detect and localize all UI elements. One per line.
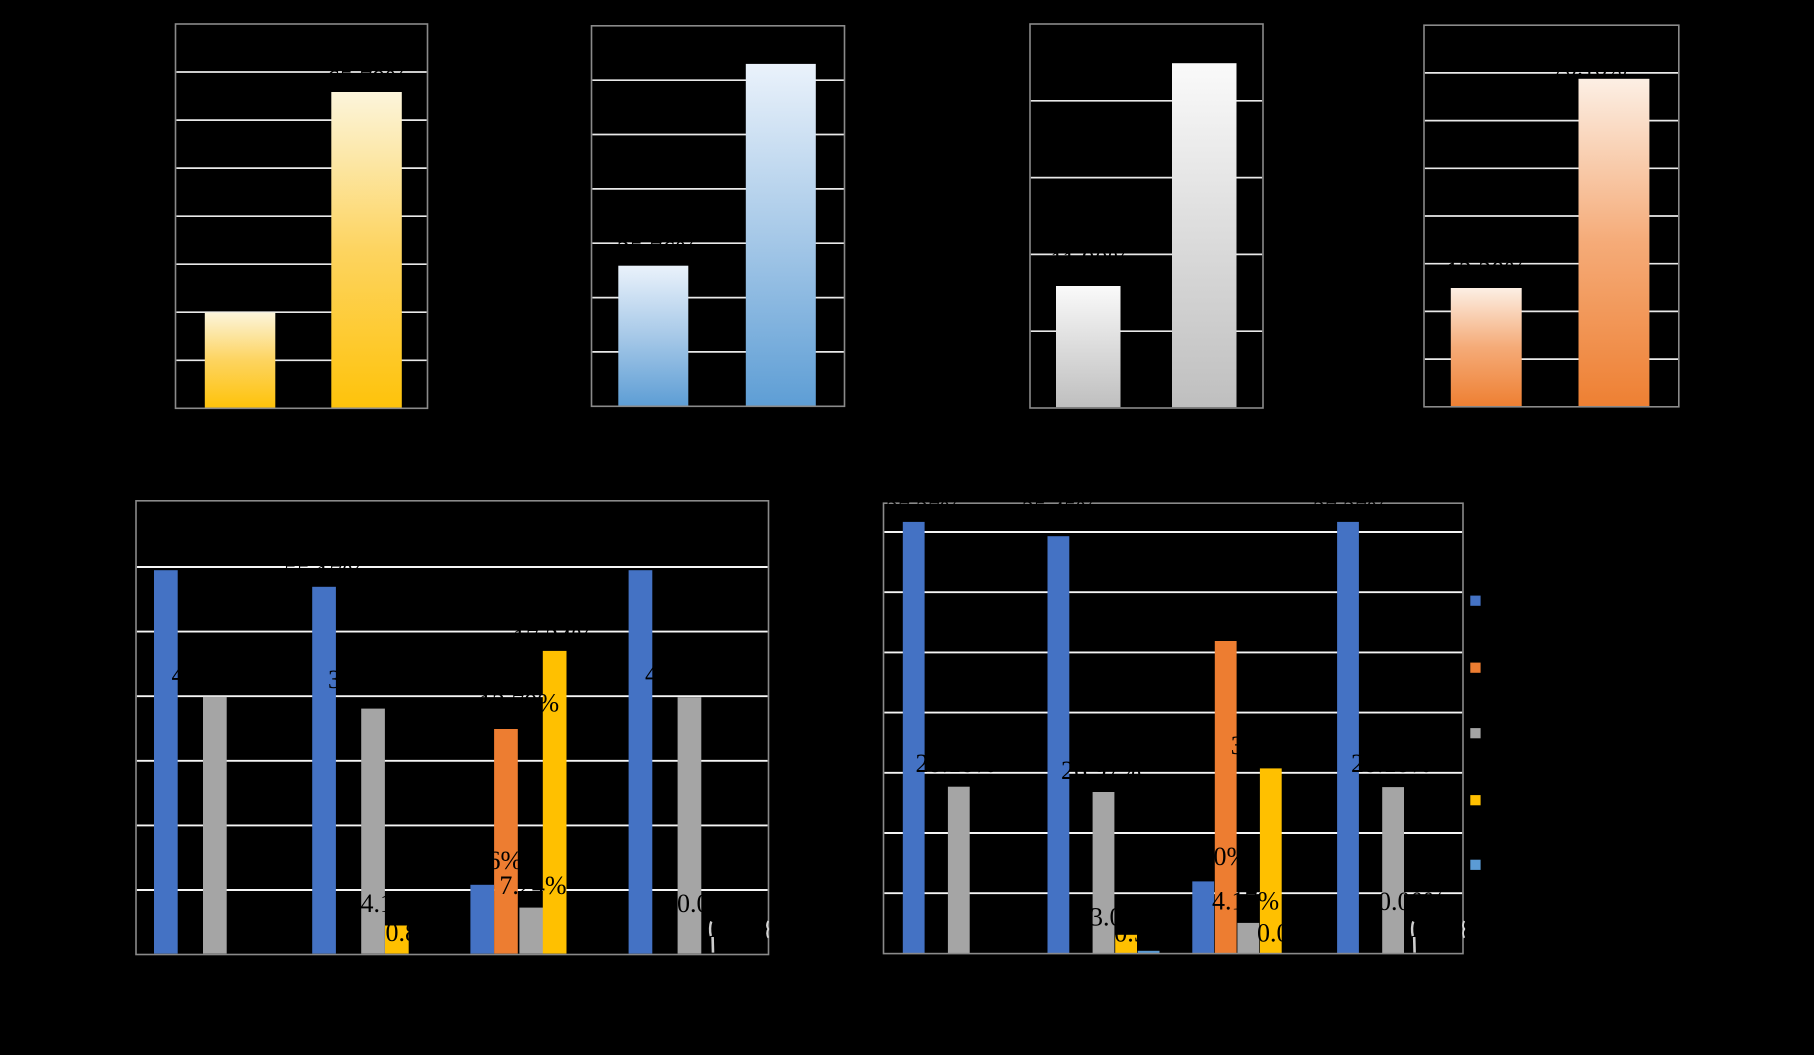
svg-text:65.79%: 65.79%	[327, 65, 407, 94]
svg-text:Series4: Series4	[1486, 786, 1548, 810]
svg-text:0.00%: 0.00%	[1378, 887, 1445, 916]
svg-text:0.83%: 0.83%	[386, 918, 453, 947]
svg-text:55.17%: 55.17%	[284, 559, 364, 588]
svg-text:25.45%: 25.45%	[1022, 498, 1096, 524]
svg-text:38.33%: 38.33%	[328, 665, 408, 694]
svg-text:45.00%: 45.00%	[172, 661, 252, 690]
svg-text:11.90%: 11.90%	[1050, 246, 1129, 275]
svg-text:70.18%: 70.18%	[1553, 56, 1627, 82]
svg-text:27.27%: 27.27%	[886, 498, 960, 524]
svg-text:27.27%: 27.27%	[1313, 498, 1387, 524]
svg-text:7.24%: 7.24%	[499, 871, 566, 900]
svg-text:19.61%: 19.61%	[200, 285, 280, 314]
svg-text:Series1: Series1	[1486, 587, 1548, 611]
svg-text:4.17%: 4.17%	[1212, 887, 1279, 916]
svg-text:Series3: Series3	[1486, 719, 1548, 743]
svg-text:28.18%: 28.18%	[916, 749, 996, 778]
svg-text:17.24%: 17.24%	[513, 624, 593, 653]
svg-text:0.00%: 0.00%	[1257, 919, 1324, 948]
svg-text:0.00%: 0.00%	[677, 889, 744, 918]
svg-text:45.00%: 45.00%	[645, 660, 725, 689]
svg-text:26.97%: 26.97%	[1061, 756, 1141, 785]
svg-text:0.56%: 0.56%	[1114, 919, 1181, 948]
svg-text:4.17%: 4.17%	[361, 889, 428, 918]
svg-text:Series5: Series5	[1486, 851, 1548, 875]
svg-text:34.83%: 34.83%	[1231, 731, 1311, 760]
svg-text:0%: 0%	[1214, 842, 1249, 871]
svg-text:28.57%: 28.57%	[1164, 36, 1244, 65]
svg-text:25.76%: 25.76%	[617, 236, 697, 265]
svg-text:Series2: Series2	[1486, 654, 1548, 678]
svg-text:62.88%: 62.88%	[741, 36, 821, 65]
svg-text:13.79%: 13.79%	[479, 689, 559, 718]
svg-text:28.18%: 28.18%	[1351, 749, 1431, 778]
svg-text:12.28%: 12.28%	[1446, 256, 1526, 285]
